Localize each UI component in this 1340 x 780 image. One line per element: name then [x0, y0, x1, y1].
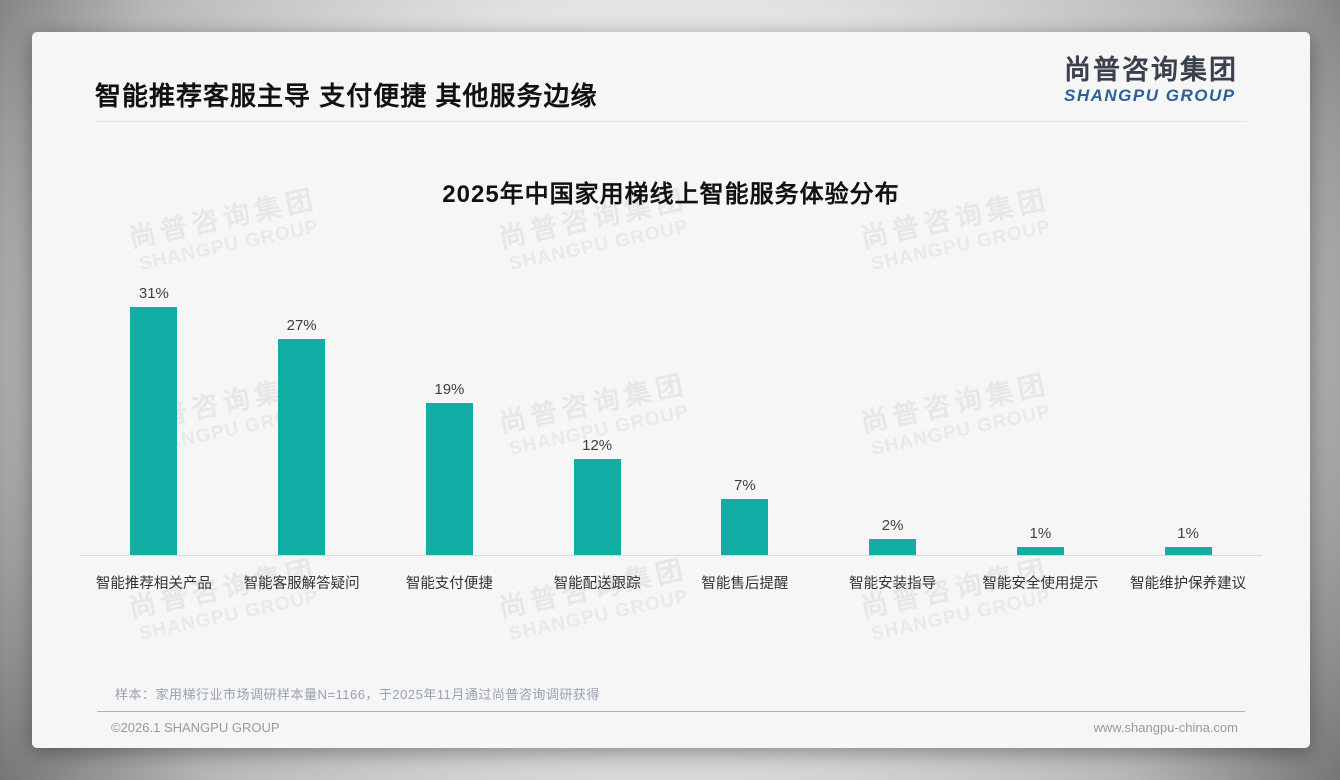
bar-column: 12% — [523, 267, 671, 555]
bar-value-label: 2% — [881, 517, 904, 534]
slide-card: 尚普咨询集团 SHANGPU GROUP 尚普咨询集团 SHANGPU GROUP 尚普… — [32, 32, 1310, 748]
category-label: 智能支付便捷 — [405, 576, 493, 592]
category-label: 智能维护保养建议 — [1130, 576, 1247, 592]
bar-value-label: 19% — [434, 381, 465, 398]
footer-divider — [97, 711, 1245, 712]
bar-value-label: 31% — [138, 285, 169, 302]
sample-footnote: 样本：家用梯行业市场调研样本量N=1166，于2025年11月通过尚普咨询调研获… — [115, 687, 600, 702]
category-label: 智能安全使用提示 — [982, 576, 1099, 592]
category-label: 智能配送跟踪 — [553, 576, 641, 592]
bar — [130, 307, 178, 555]
bar — [869, 539, 917, 555]
bar-chart: 31% 27% 19% 12% 7% 2% 1% 1% — [80, 267, 1262, 555]
bar — [1016, 547, 1064, 555]
category-label: 智能安装指导 — [849, 576, 937, 592]
bar — [425, 403, 473, 555]
footer-website: www.shangpu-china.com — [1093, 720, 1238, 735]
bar-value-label: 7% — [734, 477, 756, 494]
bar — [278, 339, 326, 555]
logo-name-cn: 尚普咨询集团 — [1064, 55, 1238, 85]
bar-column: 27% — [228, 267, 376, 555]
category-axis: 智能推荐相关产品 智能客服解答疑问 智能支付便捷 智能配送跟踪 智能售后提醒 智能安装指导… — [80, 564, 1262, 593]
bar-column: 7% — [671, 267, 819, 555]
page-title: 智能推荐客服主导 支付便捷 其他服务边缘 — [95, 81, 598, 111]
category-label: 智能售后提醒 — [701, 576, 789, 592]
bar-column: 31% — [80, 267, 228, 555]
company-logo: 尚普咨询集团 SHANGPU GROUP — [1064, 55, 1238, 106]
x-axis-line — [80, 555, 1262, 556]
bar — [1164, 547, 1212, 555]
bar — [721, 499, 769, 555]
header-divider — [95, 121, 1247, 122]
bar-column: 19% — [376, 267, 524, 555]
bar-value-label: 12% — [582, 437, 613, 454]
bar — [573, 459, 621, 555]
bar-column: 2% — [819, 267, 967, 555]
category-label: 智能推荐相关产品 — [95, 576, 212, 592]
footer: ©2026.1 SHANGPU GROUP www.shangpu-china.… — [111, 720, 1238, 735]
bar-column: 1% — [967, 267, 1115, 555]
category-label: 智能客服解答疑问 — [243, 576, 360, 592]
bar-value-label: 1% — [1029, 525, 1052, 542]
logo-name-en: SHANGPU GROUP — [1064, 85, 1236, 105]
bar-column: 1% — [1114, 267, 1262, 555]
chart-title: 2025年中国家用梯线上智能服务体验分布 — [442, 181, 900, 208]
footer-copyright: ©2026.1 SHANGPU GROUP — [111, 720, 280, 735]
bar-value-label: 1% — [1177, 525, 1199, 542]
bar-value-label: 27% — [286, 317, 317, 334]
